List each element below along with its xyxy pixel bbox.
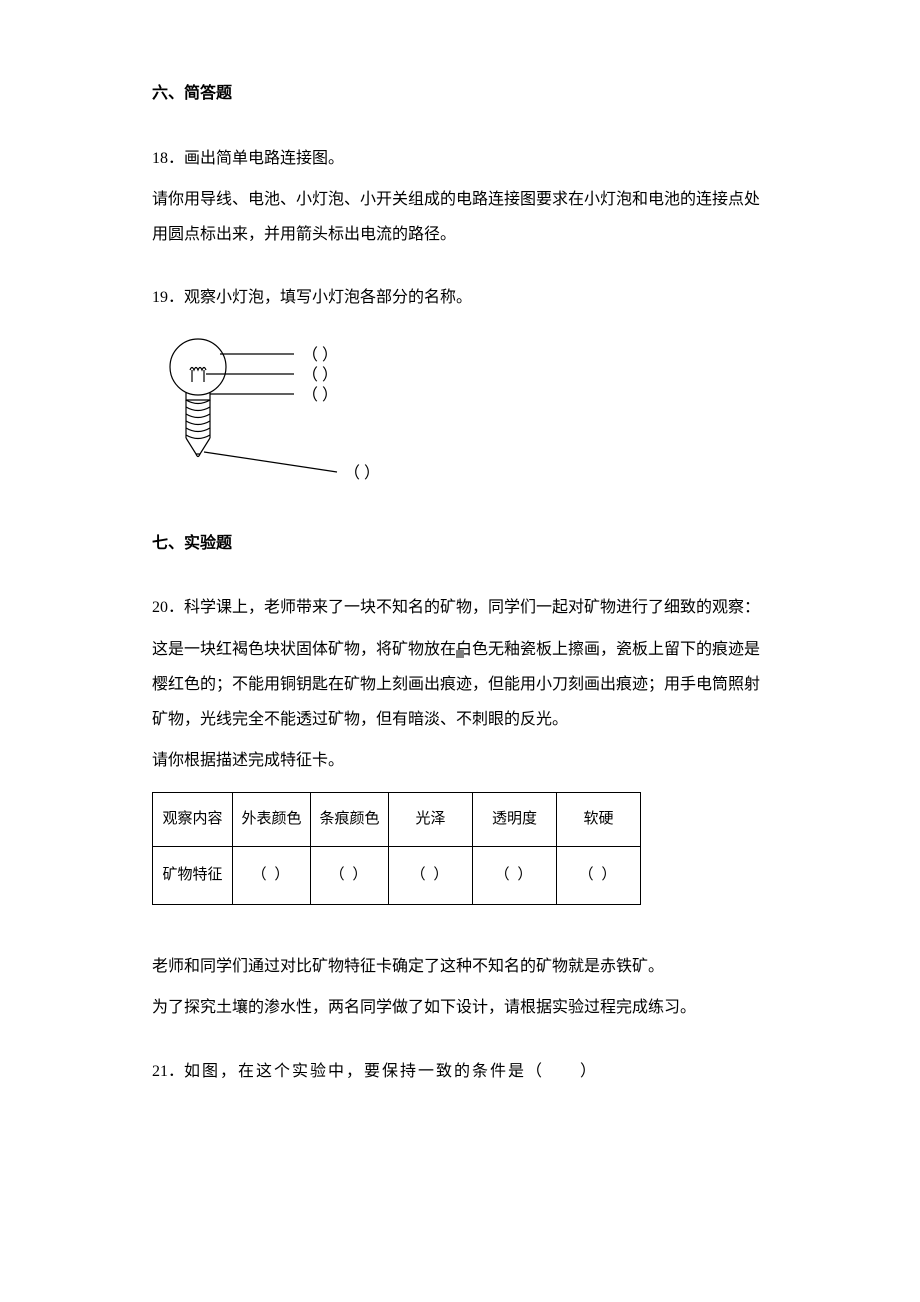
table-data-row: 矿物特征 （ ） （ ） （ ） （ ） （ ） [153,847,641,905]
bulb-diagram: （ ） （ ） （ ） （ ） [152,334,398,494]
q20-title: 科学课上，老师带来了一块不知名的矿物，同学们一起对矿物进行了细致的观察： [184,599,760,616]
blank-cell-5: （ ） [557,847,641,905]
q21-number: 21． [152,1063,184,1080]
bulb-svg: （ ） （ ） （ ） （ ） [152,334,398,494]
feature-table: 观察内容 外表颜色 条痕颜色 光泽 透明度 软硬 矿物特征 （ ） （ ） （ … [152,792,641,905]
blank-cell-4: （ ） [473,847,557,905]
blank-cell-1: （ ） [233,847,311,905]
col-1-header: 外表颜色 [233,793,311,847]
q20-number: 20． [152,599,184,616]
section-6-heading: 六、简答题 [152,80,768,109]
blank-cell-2: （ ） [311,847,389,905]
q20-body: 这是一块红褐色块状固体矿物，将矿物放在白色无釉瓷板上擦画，瓷板上留下的痕迹是樱红… [152,632,768,738]
bulb-label-4: （ ） [344,464,380,482]
q20-instruction: 请你根据描述完成特征卡。 [152,743,768,778]
question-19: 19．观察小灯泡，填写小灯泡各部分的名称。 [152,280,768,493]
q21-title: 如图，在这个实验中，要保持一致的条件是（ ） [184,1063,598,1080]
feature-table-wrap: 观察内容 外表颜色 条痕颜色 光泽 透明度 软硬 矿物特征 （ ） （ ） （ … [152,792,768,905]
bulb-label-1: （ ） [302,346,338,364]
q19-title: 观察小灯泡，填写小灯泡各部分的名称。 [184,289,472,306]
center-marker-icon [456,650,464,658]
col-0-header: 观察内容 [153,793,233,847]
col-2-header: 条痕颜色 [311,793,389,847]
bulb-label-2: （ ） [302,366,338,384]
bulb-label-3: （ ） [302,386,338,404]
row-label: 矿物特征 [153,847,233,905]
col-5-header: 软硬 [557,793,641,847]
q18-number: 18． [152,150,184,167]
table-header-row: 观察内容 外表颜色 条痕颜色 光泽 透明度 软硬 [153,793,641,847]
q19-number: 19． [152,289,184,306]
col-3-header: 光泽 [389,793,473,847]
worksheet-page: 六、简答题 18．画出简单电路连接图。 请你用导线、电池、小灯泡、小开关组成的电… [0,0,920,1302]
blank-cell-3: （ ） [389,847,473,905]
question-18: 18．画出简单电路连接图。 请你用导线、电池、小灯泡、小开关组成的电路连接图要求… [152,141,768,253]
q20-followup: 为了探究土壤的渗水性，两名同学做了如下设计，请根据实验过程完成练习。 [152,990,768,1025]
q18-title: 画出简单电路连接图。 [184,150,344,167]
q20-conclusion: 老师和同学们通过对比矿物特征卡确定了这种不知名的矿物就是赤铁矿。 [152,949,768,984]
col-4-header: 透明度 [473,793,557,847]
q18-body: 请你用导线、电池、小灯泡、小开关组成的电路连接图要求在小灯泡和电池的连接点处用圆… [152,182,768,252]
section-7-heading: 七、实验题 [152,530,768,559]
question-21: 21．如图，在这个实验中，要保持一致的条件是（ ） [152,1054,768,1089]
